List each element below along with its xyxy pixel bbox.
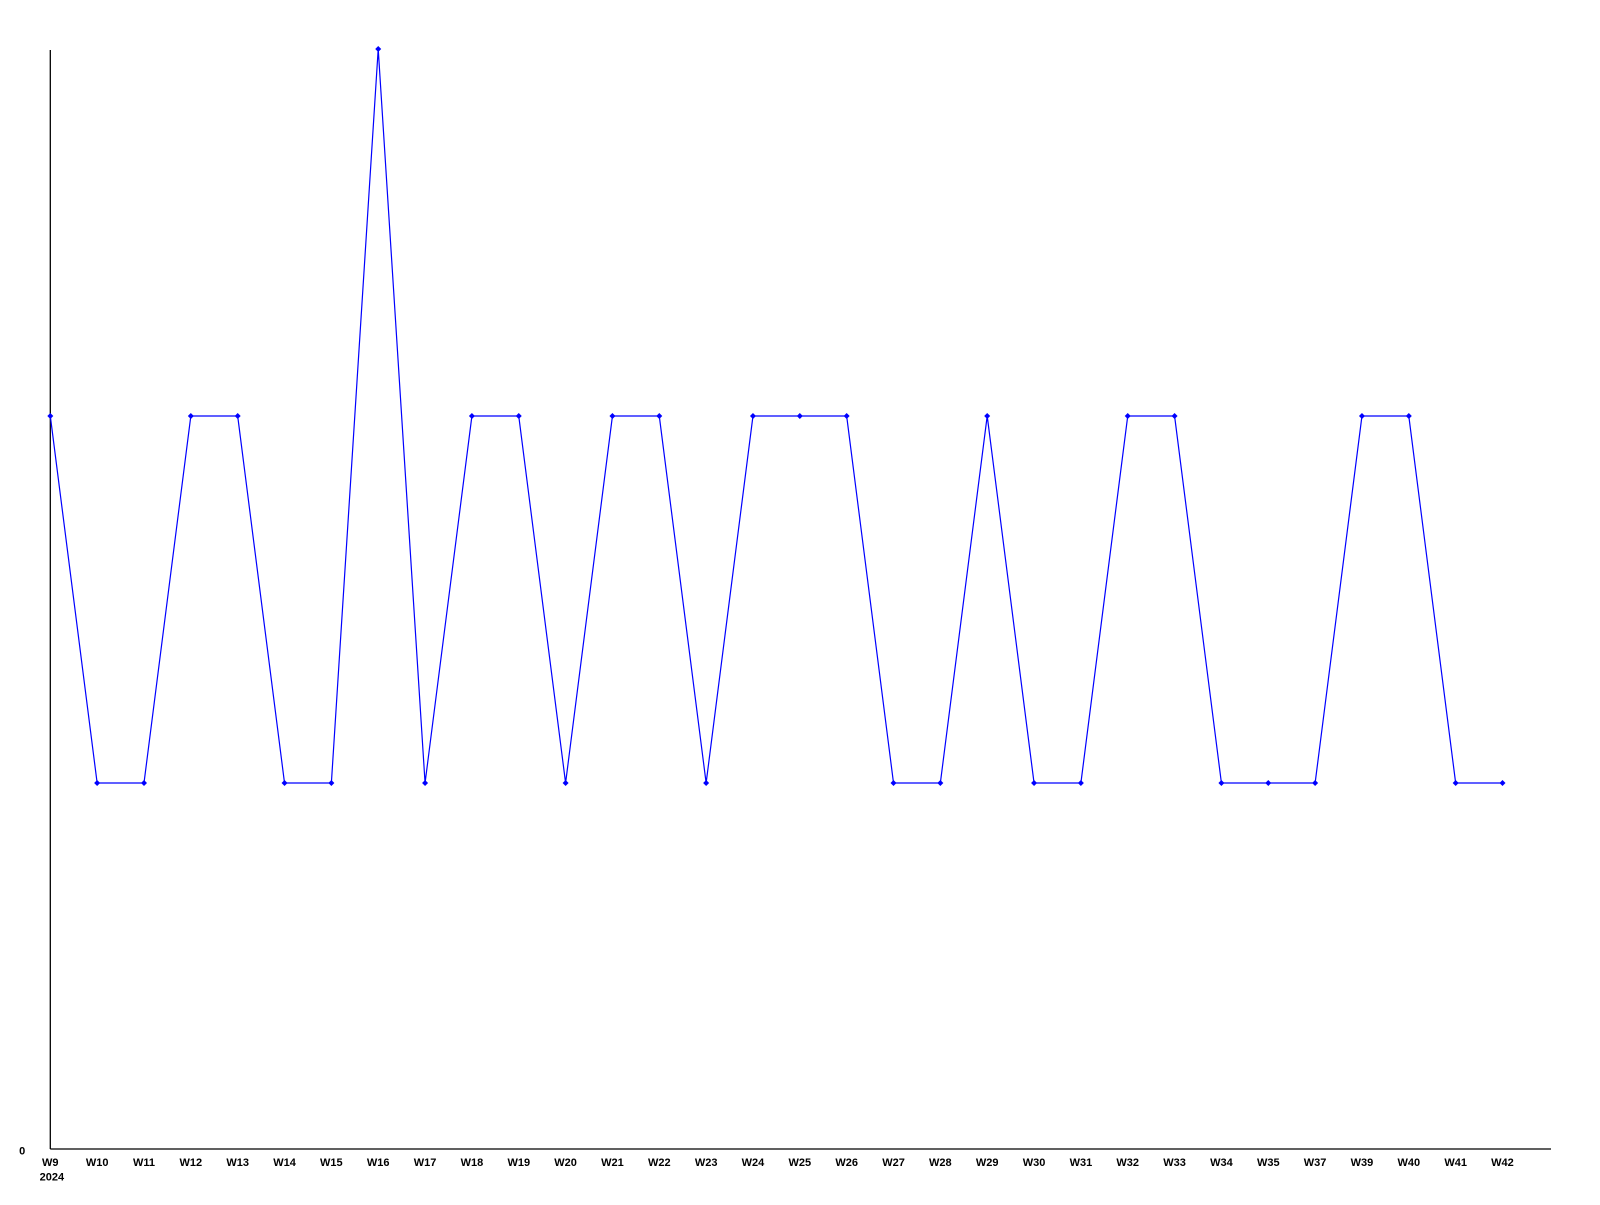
svg-text:W15: W15 [320, 1157, 343, 1169]
svg-text:W11: W11 [133, 1157, 155, 1169]
svg-text:W32: W32 [1116, 1157, 1139, 1169]
svg-text:2024: 2024 [40, 1172, 65, 1184]
svg-text:0: 0 [19, 1145, 25, 1157]
svg-text:W31: W31 [1070, 1157, 1093, 1169]
svg-text:W24: W24 [742, 1157, 766, 1169]
svg-text:W40: W40 [1397, 1157, 1420, 1169]
svg-text:W19: W19 [507, 1157, 530, 1169]
svg-text:W14: W14 [273, 1157, 297, 1169]
svg-text:W22: W22 [648, 1157, 671, 1169]
svg-text:W27: W27 [882, 1157, 905, 1169]
svg-text:W23: W23 [695, 1157, 718, 1169]
svg-text:W29: W29 [976, 1157, 999, 1169]
svg-text:W34: W34 [1210, 1157, 1234, 1169]
svg-text:W35: W35 [1257, 1157, 1280, 1169]
svg-text:W10: W10 [86, 1157, 109, 1169]
svg-text:W12: W12 [180, 1157, 203, 1169]
svg-text:W26: W26 [835, 1157, 858, 1169]
svg-text:W18: W18 [461, 1157, 484, 1169]
svg-text:W30: W30 [1023, 1157, 1046, 1169]
svg-text:W20: W20 [554, 1157, 577, 1169]
svg-text:W13: W13 [226, 1157, 249, 1169]
svg-text:W39: W39 [1351, 1157, 1374, 1169]
svg-text:W42: W42 [1491, 1157, 1514, 1169]
svg-text:W16: W16 [367, 1157, 390, 1169]
svg-text:W41: W41 [1444, 1157, 1467, 1169]
svg-text:W33: W33 [1163, 1157, 1186, 1169]
svg-text:W9: W9 [42, 1157, 59, 1169]
svg-text:W28: W28 [929, 1157, 952, 1169]
svg-text:W37: W37 [1304, 1157, 1327, 1169]
svg-text:W17: W17 [414, 1157, 437, 1169]
svg-text:W21: W21 [601, 1157, 624, 1169]
svg-text:W25: W25 [789, 1157, 812, 1169]
